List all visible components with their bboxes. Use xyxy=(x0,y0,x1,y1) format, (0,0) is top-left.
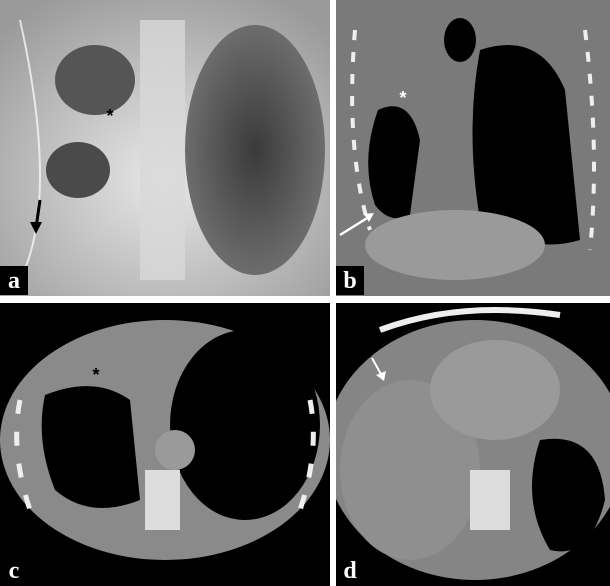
asterisk: * xyxy=(106,106,113,126)
panel-b-image xyxy=(336,0,610,296)
asterisk: * xyxy=(92,365,99,385)
asterisk: * xyxy=(399,88,406,108)
panel-label: d xyxy=(343,558,357,584)
panel-a-image xyxy=(0,0,330,296)
panel-c-image xyxy=(0,303,330,586)
label-box xyxy=(336,266,364,295)
panel-d-image xyxy=(336,303,610,586)
panel-label: c xyxy=(9,558,20,584)
label-box xyxy=(0,556,28,586)
panel-label: b xyxy=(343,268,356,294)
panel-label: a xyxy=(8,268,20,294)
label-box xyxy=(336,556,364,586)
label-box xyxy=(0,266,28,295)
